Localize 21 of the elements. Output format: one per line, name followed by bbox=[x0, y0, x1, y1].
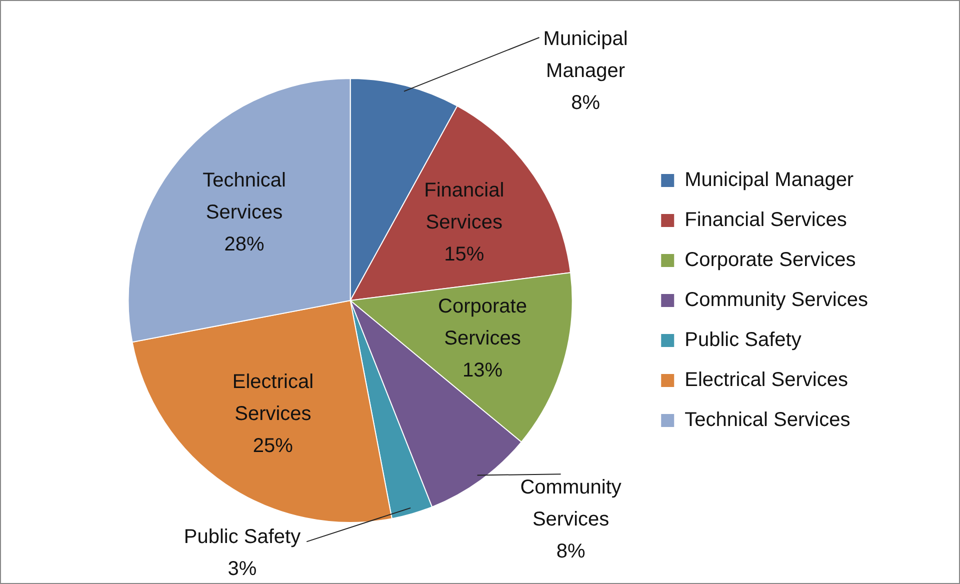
slice-label: Public Safety bbox=[184, 526, 301, 548]
slice-label: Corporate Services bbox=[438, 295, 527, 350]
slice-label: Financial Services bbox=[424, 180, 504, 234]
slice-label: Municipal Manager bbox=[543, 28, 628, 82]
legend-label: Municipal Manager bbox=[684, 169, 854, 192]
data-label: 25% bbox=[252, 434, 294, 457]
data-label: 13% bbox=[462, 359, 503, 382]
data-label: 8% bbox=[571, 92, 600, 114]
slice-label: Community Services bbox=[520, 476, 622, 531]
data-label: 15% bbox=[444, 244, 484, 266]
legend-label: Public Safety bbox=[684, 329, 802, 352]
legend-label: Community Services bbox=[684, 289, 868, 312]
slice-label: Technical Services bbox=[202, 169, 286, 224]
data-label: 28% bbox=[224, 233, 264, 256]
legend-label: Financial Services bbox=[684, 209, 847, 232]
slice-label: Electrical Services bbox=[232, 370, 314, 425]
legend-label: Technical Services bbox=[684, 409, 850, 432]
data-label: 8% bbox=[556, 540, 586, 563]
legend-label: Corporate Services bbox=[684, 249, 856, 272]
legend-label: Electrical Services bbox=[684, 369, 848, 392]
data-label: 3% bbox=[228, 558, 257, 580]
